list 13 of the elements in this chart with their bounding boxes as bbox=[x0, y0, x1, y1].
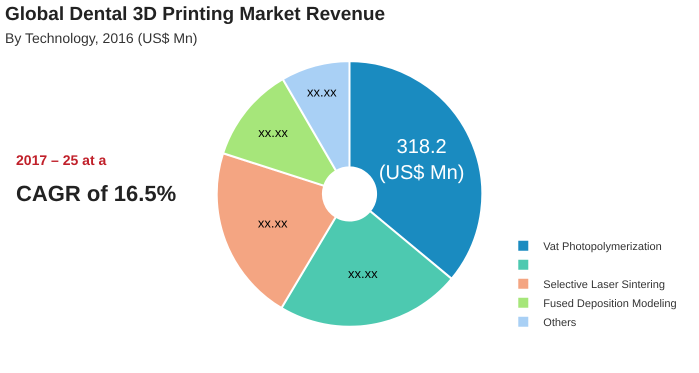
text: By Technology, 2016 (US$ Mn) bbox=[5, 30, 198, 46]
legend-label: Selective Laser Sintering bbox=[543, 279, 665, 292]
legend-label: Vat Photopolymerization bbox=[543, 241, 662, 254]
data-label: xx.xx bbox=[258, 125, 288, 140]
data-label: 318.2 (US$ Mn) bbox=[378, 136, 464, 184]
legend-label: Others bbox=[543, 317, 577, 330]
data-label: xx.xx bbox=[258, 215, 288, 230]
data-label: xx.xx bbox=[348, 266, 378, 281]
text: CAGR of 16.5% bbox=[16, 181, 176, 206]
legend-label: Fused Deposition Modeling bbox=[543, 298, 677, 310]
text: 2017 – 25 at a bbox=[16, 152, 107, 168]
chart-title: Global Dental 3D Printing Market Revenue bbox=[5, 4, 386, 25]
data-label: xx.xx bbox=[307, 84, 338, 100]
